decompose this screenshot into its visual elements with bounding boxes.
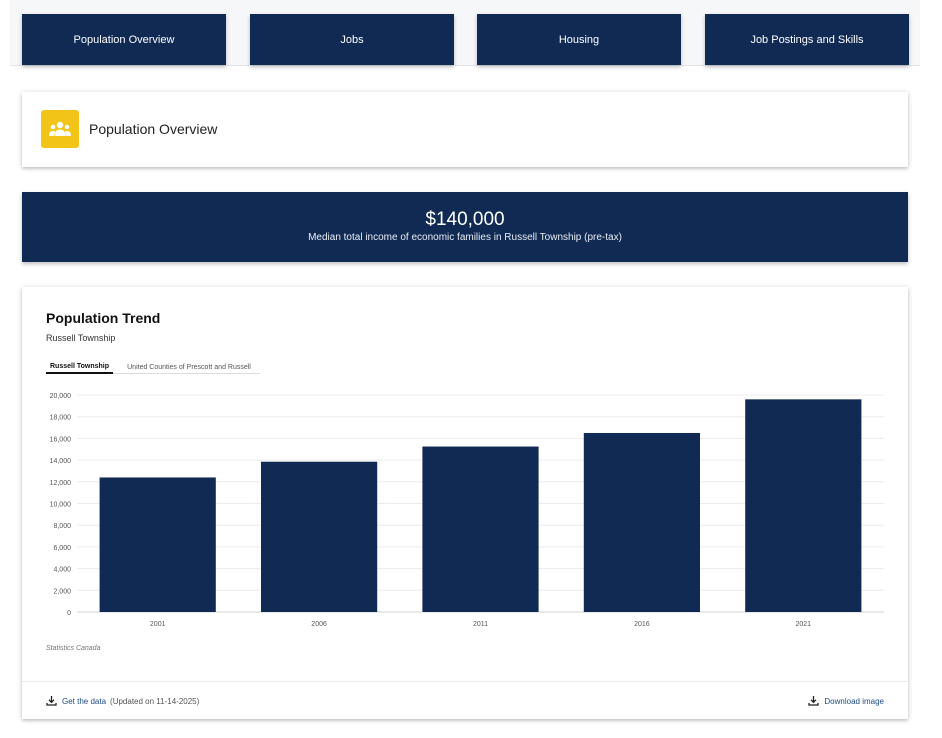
x-tick-label: 2011	[473, 621, 488, 628]
highlight-label: Median total income of economic families…	[308, 232, 622, 243]
region-tabs: Russell Township United Counties of Pres…	[46, 357, 260, 374]
chart-subtitle: Russell Township	[46, 333, 116, 343]
chart-title: Population Trend	[46, 310, 161, 326]
y-tick-label: 18,000	[50, 415, 72, 422]
get-data-group: Get the data (Updated on 11-14-2025)	[46, 695, 199, 708]
people-group-icon	[41, 110, 79, 148]
chart-source: Statistics Canada	[46, 645, 101, 652]
y-tick-label: 14,000	[50, 458, 72, 465]
nav-jobs[interactable]: Jobs	[250, 14, 454, 65]
y-tick-label: 8,000	[53, 523, 71, 530]
tab-prescott-russell[interactable]: United Counties of Prescott and Russell	[118, 357, 260, 374]
x-tick-label: 2001	[150, 621, 166, 628]
y-tick-label: 0	[67, 610, 71, 617]
bar[interactable]	[583, 432, 701, 612]
y-tick-label: 4,000	[53, 567, 71, 574]
population-trend-card: Population Trend Russell Township Russel…	[22, 287, 908, 719]
download-image-link[interactable]: Download image	[824, 697, 884, 706]
updated-text: (Updated on 11-14-2025)	[110, 697, 200, 706]
y-tick-label: 16,000	[50, 436, 72, 443]
income-highlight-banner: $140,000 Median total income of economic…	[22, 192, 908, 262]
nav-housing[interactable]: Housing	[477, 14, 681, 65]
x-tick-label: 2021	[796, 621, 812, 628]
get-data-link[interactable]: Get the data	[62, 697, 107, 706]
y-tick-label: 20,000	[50, 393, 72, 400]
y-tick-label: 6,000	[53, 545, 71, 552]
download-image-group: Download image	[808, 695, 884, 708]
nav-population-overview[interactable]: Population Overview	[22, 14, 226, 65]
chart-footer: Get the data (Updated on 11-14-2025) Dow…	[22, 681, 908, 719]
x-tick-label: 2006	[311, 621, 327, 628]
y-tick-label: 10,000	[50, 502, 72, 509]
x-tick-label: 2016	[634, 621, 650, 628]
bar[interactable]	[422, 446, 539, 612]
y-tick-label: 12,000	[50, 480, 72, 487]
y-tick-label: 2,000	[53, 588, 71, 595]
section-header-card: Population Overview	[22, 92, 908, 167]
section-title: Population Overview	[89, 121, 218, 137]
bar[interactable]	[260, 461, 378, 612]
top-nav: Population Overview Jobs Housing Job Pos…	[10, 0, 920, 66]
population-bar-chart: 0 2,000 4,000 6,000 8,000 10,000 12,000 14,000 1…	[50, 393, 884, 628]
tab-russell-township[interactable]: Russell Township	[46, 357, 113, 374]
download-icon[interactable]	[808, 695, 820, 708]
highlight-value: $140,000	[425, 209, 505, 230]
bar[interactable]	[745, 399, 862, 612]
bar[interactable]	[99, 477, 216, 612]
nav-job-postings-skills[interactable]: Job Postings and Skills	[705, 14, 909, 65]
download-icon[interactable]	[46, 695, 57, 708]
